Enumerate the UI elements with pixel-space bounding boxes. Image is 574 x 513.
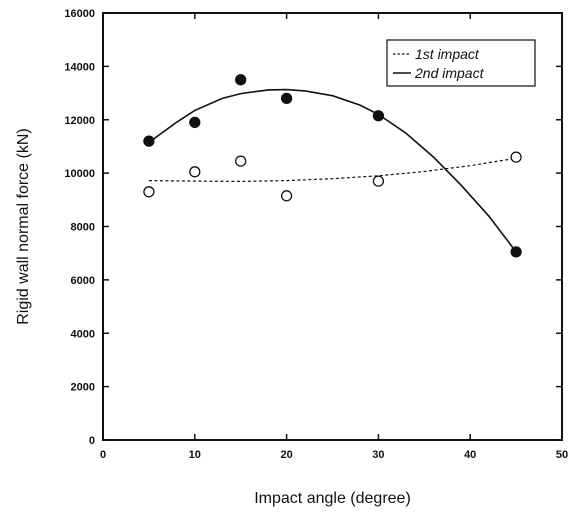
data-point-series-2 — [235, 74, 247, 86]
series-line-1 — [148, 157, 517, 183]
data-point-series-1 — [372, 175, 385, 187]
x-tick-label: 30 — [372, 449, 384, 461]
y-tick-label: 4000 — [71, 328, 95, 340]
data-point-series-2 — [510, 246, 522, 258]
series-line-2 — [148, 88, 517, 253]
data-point-series-2 — [143, 135, 155, 147]
x-tick-label: 10 — [189, 449, 201, 461]
y-tick-label: 6000 — [71, 275, 95, 287]
y-tick-label: 12000 — [64, 115, 95, 127]
y-tick-label: 8000 — [71, 222, 95, 234]
y-tick-label: 14000 — [64, 61, 95, 73]
data-point-series-1 — [280, 190, 293, 202]
x-tick-label: 40 — [464, 449, 476, 461]
data-point-series-2 — [280, 92, 293, 105]
y-tick-label: 16000 — [64, 8, 95, 20]
y-tick-label: 10000 — [64, 168, 95, 180]
x-tick-label: 50 — [556, 449, 568, 461]
data-point-series-2 — [372, 110, 385, 122]
data-point-series-1 — [235, 155, 247, 167]
data-point-series-2 — [189, 116, 201, 129]
y-tick-label: 0 — [89, 435, 95, 447]
data-point-series-1 — [143, 186, 155, 198]
legend-label-series-2: 2nd impact — [414, 65, 485, 81]
x-tick-label: 0 — [100, 449, 106, 461]
legend-label-series-1: 1st impact — [415, 46, 480, 62]
data-point-series-1 — [189, 166, 201, 178]
y-axis-label: Rigid wall normal force (kN) — [15, 128, 32, 325]
data-point-series-1 — [510, 151, 522, 163]
x-tick-label: 20 — [280, 449, 292, 461]
y-tick-label: 2000 — [71, 382, 95, 394]
legend-box — [386, 39, 536, 87]
x-axis-label: Impact angle (degree) — [254, 490, 411, 507]
